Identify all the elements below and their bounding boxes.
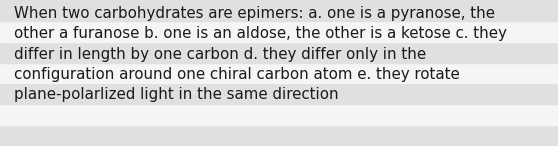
Bar [0,104,558,125]
Bar [0,42,558,63]
Bar [0,63,558,83]
Bar [0,125,558,146]
Bar [0,83,558,104]
Bar [0,0,558,21]
Text: When two carbohydrates are epimers: a. one is a pyranose, the
other a furanose b: When two carbohydrates are epimers: a. o… [14,6,507,102]
Bar [0,21,558,42]
